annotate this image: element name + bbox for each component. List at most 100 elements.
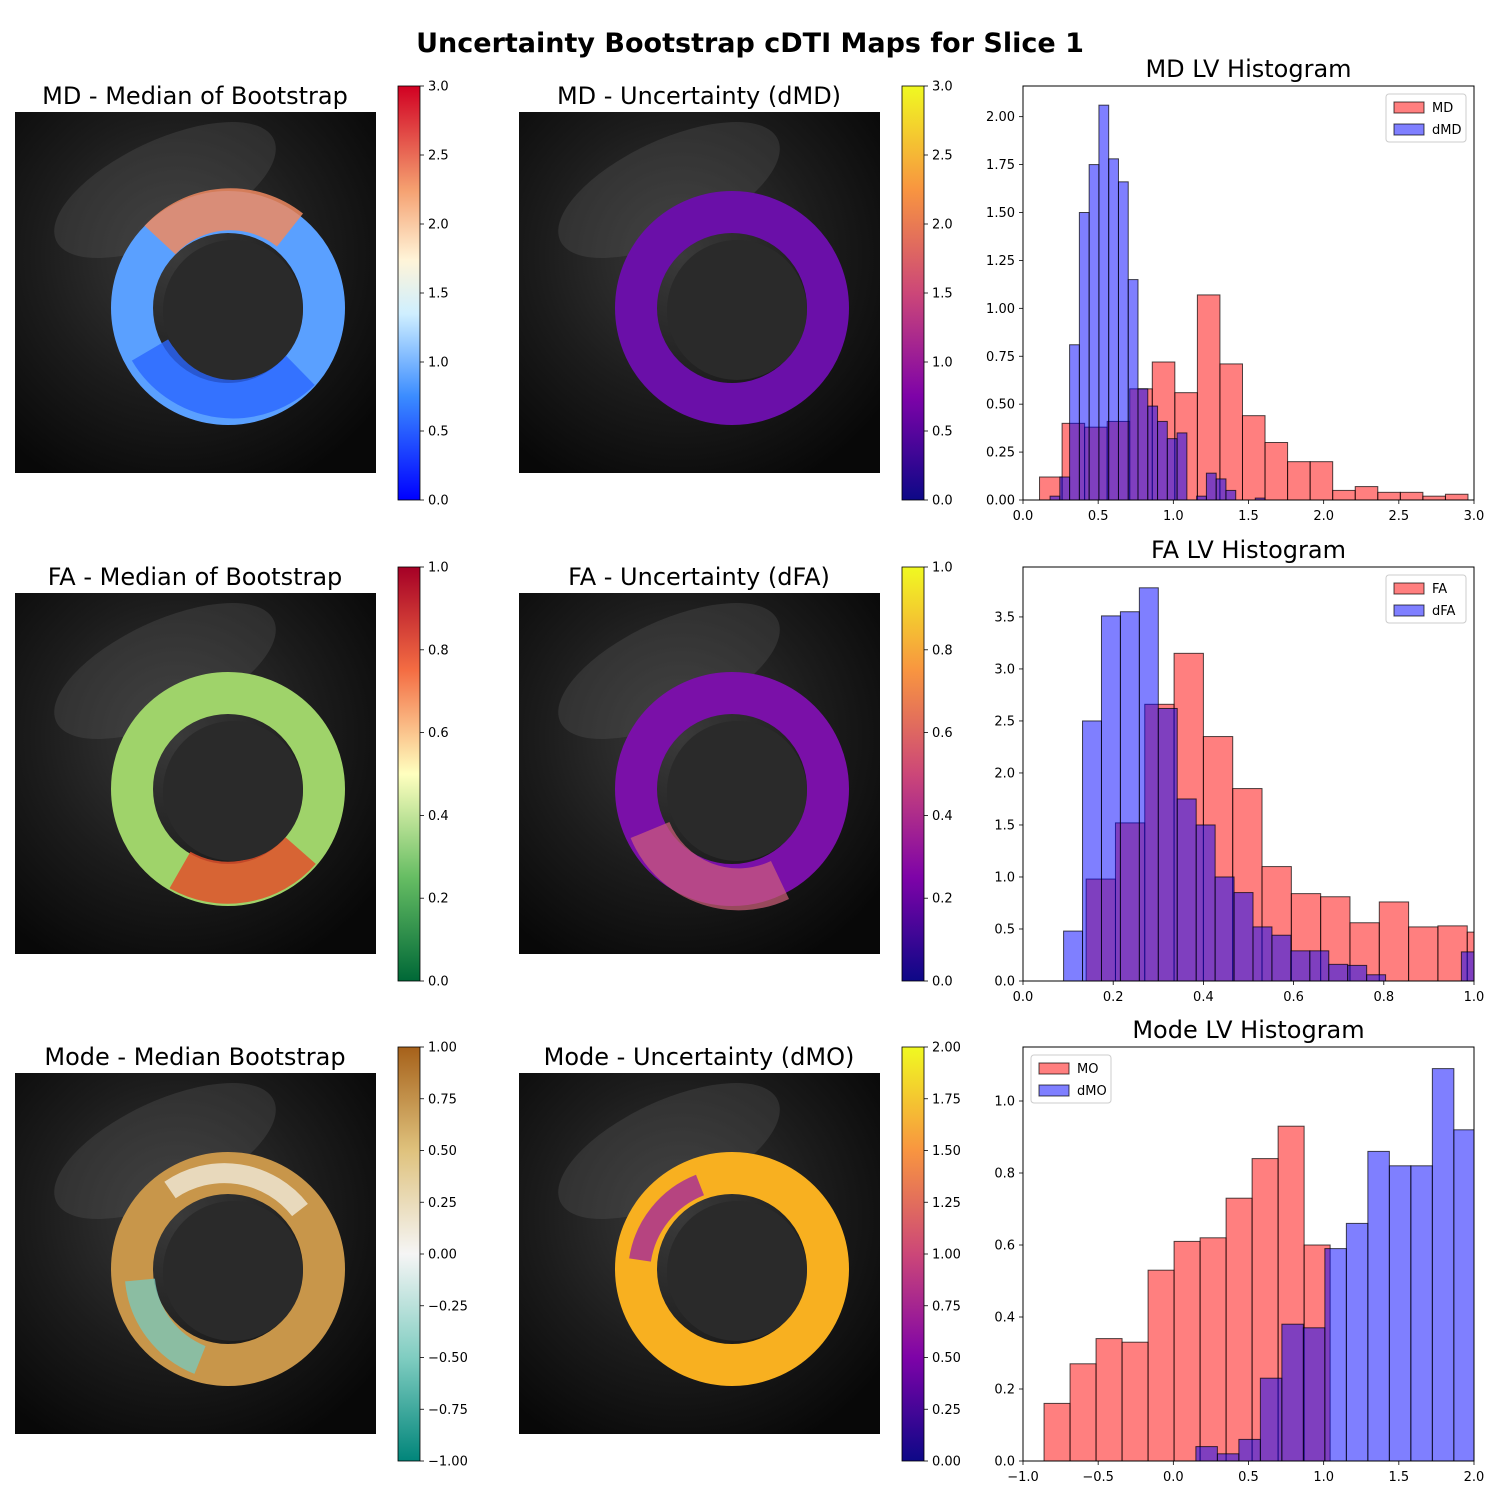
legend-label: dMO: [1077, 1084, 1107, 1099]
lv-ring-purple-segment: [629, 1174, 705, 1262]
md-uncertainty-image: [519, 112, 880, 473]
y-tick-label: 1.0: [994, 1095, 1015, 1110]
hist-bar-dMO: [1324, 1248, 1347, 1461]
colorbar: [397, 85, 421, 501]
legend: MD dMD: [1385, 93, 1467, 143]
y-tick-label: 0.0: [994, 1455, 1015, 1470]
colorbar-tick-label: 3.0: [932, 80, 953, 95]
x-tick-label: 0.2: [1103, 990, 1124, 1005]
bars: [1063, 587, 1474, 981]
hist-bar-dMD: [1078, 212, 1090, 500]
colorbar-tick-label: 0.5: [428, 425, 449, 440]
colorbar-tick-label: 0.6: [428, 726, 449, 741]
colorbar-tick-label: 1.00: [428, 1041, 457, 1056]
y-tick-label: 0.50: [986, 398, 1015, 413]
legend: MO dMO: [1030, 1054, 1112, 1104]
legend-swatch: [1038, 1062, 1070, 1075]
legend-swatch: [1393, 101, 1425, 114]
hist-bar-MD: [1354, 486, 1379, 500]
hist-bar-MD: [1399, 491, 1424, 500]
hist-bar-dMD: [1176, 432, 1188, 500]
hist-bar-dFA: [1119, 611, 1140, 981]
hist-bar-FA: [1408, 926, 1439, 981]
panel-md-uncertainty: MD - Uncertainty (dMD) 0.0 0.5 1.0 1.5 2.0 2.…: [519, 80, 953, 509]
hist-bar-MD: [1377, 491, 1401, 500]
hist-bar-dFA: [1309, 950, 1330, 981]
colorbar-tick-label: 2.0: [932, 218, 953, 233]
legend-label: FA: [1432, 582, 1447, 597]
y-tick-label: 0.4: [994, 1311, 1015, 1326]
hist-bar-FA: [1378, 901, 1410, 981]
anatomy-shadow: [54, 602, 276, 740]
lv-ring-red-segment: [144, 188, 304, 255]
hist-bar-dMO: [1431, 1068, 1455, 1461]
hist-bar-dMD: [1059, 476, 1071, 500]
hist-bar-dFA: [1233, 892, 1254, 981]
colorbar-tick-label: 0.4: [428, 809, 449, 824]
panel-title: Mode - Median Bootstrap: [44, 1043, 345, 1071]
bars: [1039, 104, 1469, 500]
hist-bar-dFA: [1328, 963, 1349, 981]
x-tick-label: 2.0: [1464, 1470, 1485, 1485]
hist-bar-dMD: [1137, 388, 1149, 500]
anatomy-shadow: [54, 1082, 276, 1220]
hist-bar-dFA: [1366, 974, 1387, 981]
hist-bar-dFA: [1290, 950, 1311, 981]
y-tick-label: 1.25: [986, 254, 1015, 269]
hist-bar-dFA: [1252, 926, 1273, 981]
hist-bar-dMO: [1238, 1438, 1261, 1461]
colorbar-tick-label: 0.6: [932, 726, 953, 741]
y-tick-label: 3.5: [994, 610, 1015, 625]
colorbar-tick-label: 1.0: [932, 561, 953, 576]
colorbar-tick-label: 0.4: [932, 809, 953, 824]
x-tick-label: 0.0: [1163, 1470, 1184, 1485]
lv-ring-blue-segment: [131, 338, 315, 419]
x-tick-label: 2.5: [1388, 509, 1409, 524]
colorbar-tick-label: 1.25: [932, 1196, 961, 1211]
hist-bar-dMO: [1410, 1165, 1433, 1461]
panel-title: FA - Uncertainty (dFA): [568, 563, 830, 591]
y-tick-label: 0.0: [994, 975, 1015, 990]
legend-swatch: [1038, 1084, 1070, 1097]
colorbar-tick-label: 0.25: [428, 1196, 457, 1211]
hist-bar-MD: [1309, 461, 1334, 500]
hist-bar-dFA: [1100, 615, 1121, 981]
colorbar-tick-label: 1.0: [932, 356, 953, 371]
hist-bar-dMD: [1108, 158, 1119, 500]
hist-bar-dMD: [1117, 181, 1129, 500]
x-tick-label: 0.6: [1283, 990, 1304, 1005]
panel-md-median: MD - Median of Bootstrap 0.0 0.5 1.0 1.5 2.0…: [15, 80, 449, 509]
colorbar: [901, 566, 925, 982]
colorbar-tick-label: 0.0: [428, 494, 449, 509]
legend-swatch: [1393, 123, 1425, 136]
hist-bar-MD: [1332, 489, 1356, 500]
colorbar-ticks: 0.0 0.5 1.0 1.5 2.0 2.5 3.0: [420, 80, 449, 509]
colorbar-tick-label: 2.00: [932, 1041, 961, 1056]
colorbar-tick-label: 0.75: [932, 1299, 961, 1314]
lv-cavity: [667, 721, 807, 861]
x-tick-label: −0.5: [1082, 1470, 1114, 1485]
x-tick-label: 1.0: [1313, 1470, 1334, 1485]
hist-bar-MO: [1095, 1338, 1123, 1461]
legend-swatch: [1393, 582, 1425, 595]
mode-histogram: Mode LV Histogram −1.0 −0.5 0.0 0.5 1.0 1.5 2.0…: [994, 1016, 1484, 1485]
y-tick-label: 0.75: [986, 350, 1015, 365]
colorbar-tick-label: 0.25: [932, 1403, 961, 1418]
mode-median-image: [15, 1073, 376, 1434]
hist-bar-dMO: [1345, 1222, 1369, 1461]
legend-label: MO: [1077, 1062, 1098, 1077]
colorbar: [901, 85, 925, 501]
lv-ring: [615, 1152, 849, 1386]
colorbar-tick-label: 1.0: [428, 561, 449, 576]
colorbar-tick-label: −1.00: [428, 1455, 468, 1470]
x-tick-label: 1.5: [1238, 509, 1259, 524]
colorbar-tick-label: −0.25: [428, 1299, 468, 1314]
colorbar: [397, 1046, 421, 1462]
colorbar-tick-label: 0.0: [428, 975, 449, 990]
hist-bar-dFA: [1176, 798, 1197, 981]
hist-bar-dMD: [1157, 420, 1168, 500]
colorbar-tick-label: 1.0: [428, 356, 449, 371]
colorbar-tick-label: 0.2: [932, 892, 953, 907]
panel-title: Mode - Uncertainty (dMO): [544, 1043, 855, 1071]
figure-title: Uncertainty Bootstrap cDTI Maps for Slic…: [416, 28, 1084, 59]
